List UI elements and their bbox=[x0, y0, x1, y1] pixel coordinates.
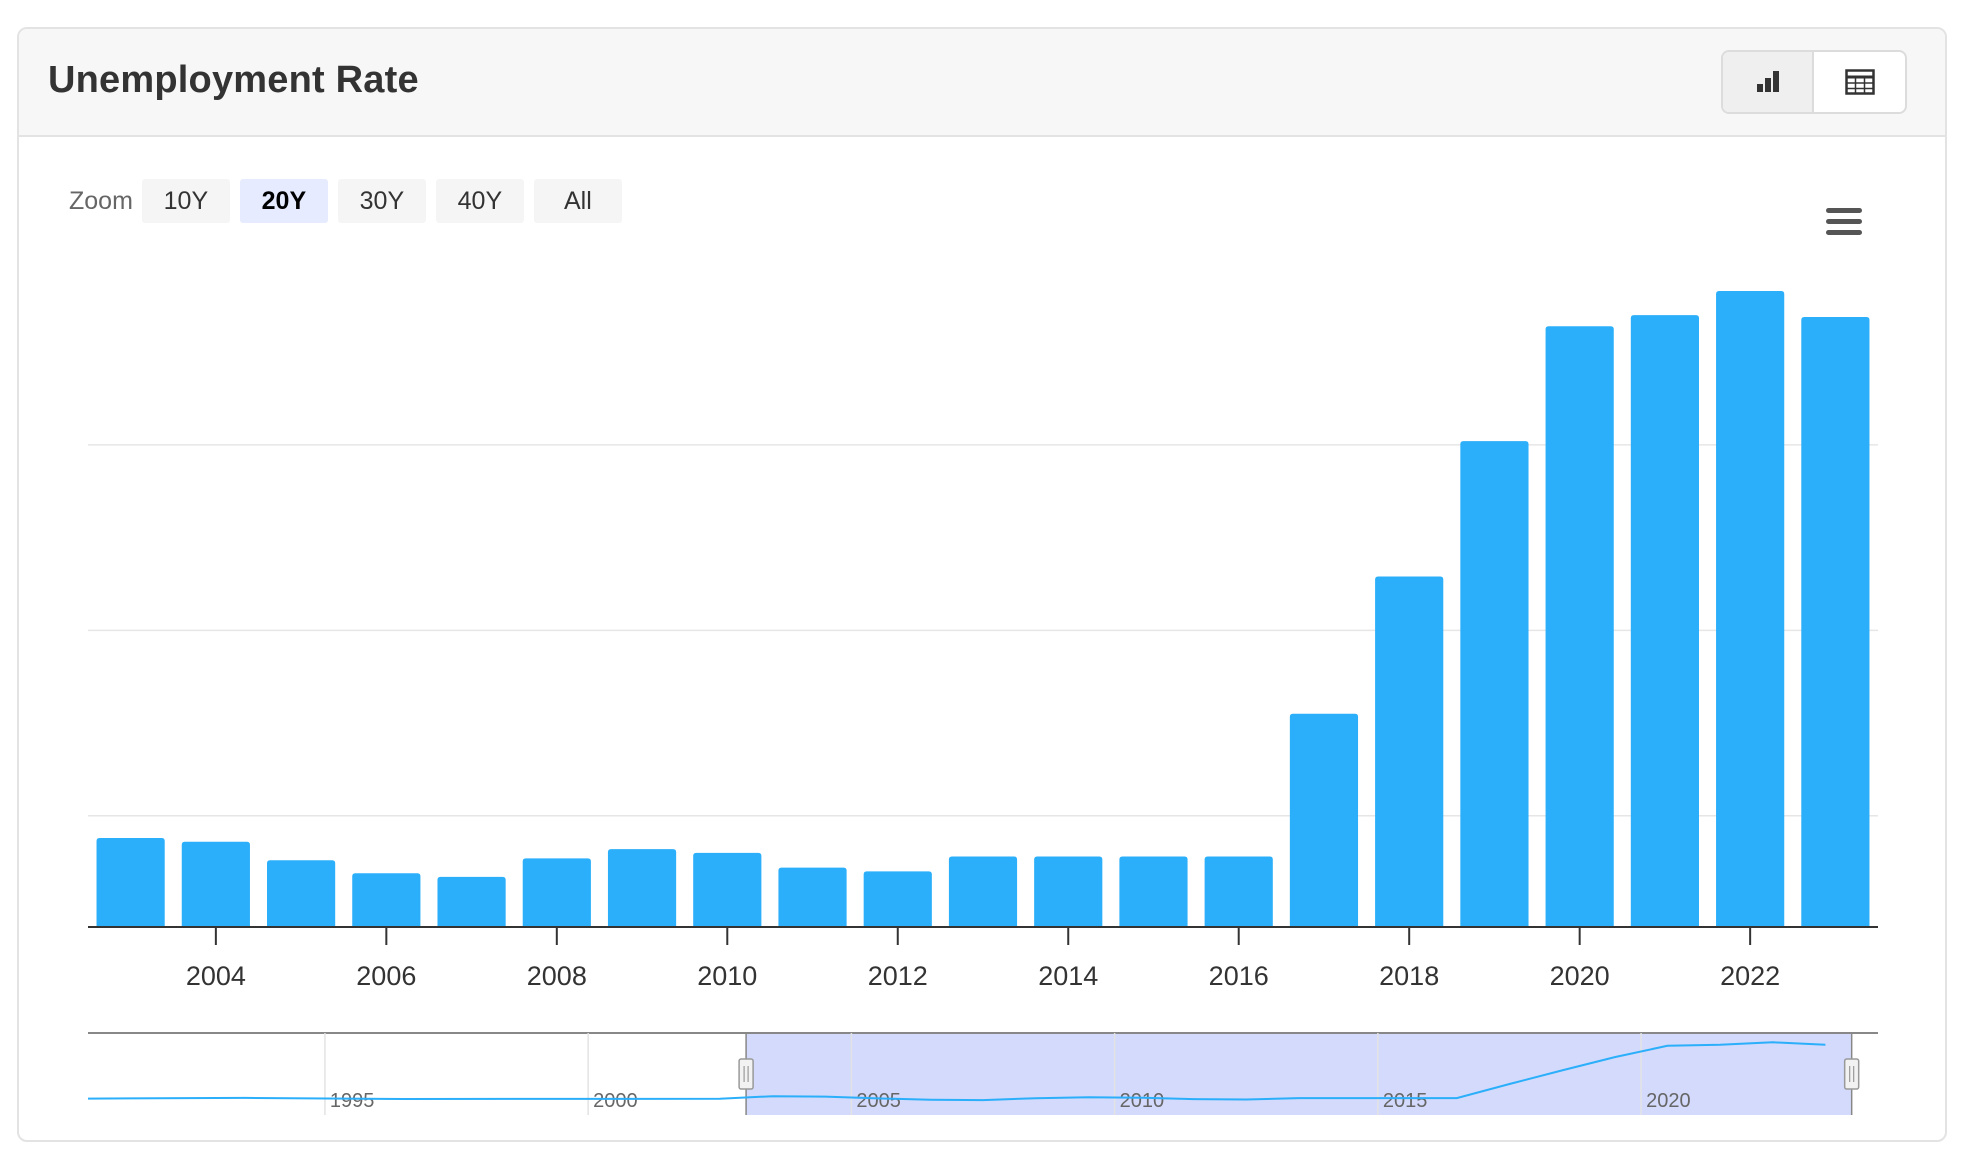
zoom-20y-button[interactable]: 20Y bbox=[239, 179, 328, 223]
bar-2009[interactable] bbox=[607, 849, 677, 927]
bar-2008[interactable] bbox=[522, 858, 591, 927]
navigator-right-handle[interactable] bbox=[1843, 1058, 1860, 1090]
x-axis: 2004 2006 2008 2010 2012 2014 2016 2018 2020 2022 bbox=[88, 926, 1878, 991]
zoom-controls: Zoom 10Y 20Y 30Y 40Y All bbox=[69, 178, 632, 224]
x-tick-label-2012: 2012 bbox=[868, 961, 928, 991]
bar-2014[interactable] bbox=[1034, 856, 1103, 927]
x-tick-label-2008: 2008 bbox=[527, 961, 587, 991]
chart-view-button[interactable] bbox=[1723, 52, 1814, 112]
bar-2019[interactable] bbox=[1460, 441, 1529, 927]
bar-2007[interactable] bbox=[437, 876, 506, 927]
x-tick-label-2010: 2010 bbox=[697, 961, 757, 991]
bar-2004[interactable] bbox=[181, 841, 250, 927]
bar-2016[interactable] bbox=[1204, 856, 1273, 927]
navigator-left-handle[interactable] bbox=[738, 1058, 754, 1090]
bar-2010[interactable] bbox=[693, 852, 762, 927]
bar-2006[interactable] bbox=[352, 873, 421, 927]
x-tick-label-2014: 2014 bbox=[1038, 961, 1098, 991]
navigator-label-2010: 2010 bbox=[1120, 1090, 1165, 1112]
navigator: 1995 2000 2005 2010 2015 2020 bbox=[87, 1032, 1878, 1115]
bar-2003[interactable] bbox=[96, 837, 165, 927]
bar-2015[interactable] bbox=[1119, 856, 1188, 927]
bar-2021[interactable] bbox=[1630, 315, 1699, 928]
table-icon bbox=[1844, 69, 1875, 95]
bar-2011[interactable] bbox=[778, 867, 847, 927]
bar-2013[interactable] bbox=[948, 856, 1018, 927]
bar-2005[interactable] bbox=[267, 860, 336, 927]
view-toggle bbox=[1721, 50, 1907, 114]
bar-chart-icon bbox=[1756, 71, 1779, 92]
navigator-label-2000: 2000 bbox=[593, 1090, 638, 1112]
navigator-label-2020: 2020 bbox=[1646, 1090, 1691, 1112]
bar-2012[interactable] bbox=[863, 871, 932, 927]
bar-2020[interactable] bbox=[1545, 326, 1614, 927]
navigator-label-1995: 1995 bbox=[330, 1090, 375, 1112]
x-tick-label-2016: 2016 bbox=[1209, 961, 1269, 991]
zoom-all-button[interactable]: All bbox=[533, 179, 622, 223]
bar-2022[interactable] bbox=[1716, 290, 1785, 928]
zoom-30y-button[interactable]: 30Y bbox=[337, 179, 426, 223]
table-view-button[interactable] bbox=[1814, 52, 1905, 112]
x-tick-label-2018: 2018 bbox=[1379, 961, 1439, 991]
navigator-series-line bbox=[87, 1041, 1826, 1102]
navigator-label-2005: 2005 bbox=[856, 1090, 901, 1112]
x-tick-label-2004: 2004 bbox=[186, 961, 246, 991]
x-tick-label-2006: 2006 bbox=[356, 961, 416, 991]
x-tick-label-2022: 2022 bbox=[1720, 961, 1780, 991]
bar-2018[interactable] bbox=[1375, 576, 1444, 927]
zoom-40y-button[interactable]: 40Y bbox=[435, 179, 524, 223]
bar-2017[interactable] bbox=[1289, 713, 1359, 927]
hamburger-menu-icon bbox=[1826, 208, 1862, 235]
bar-2023[interactable] bbox=[1801, 316, 1870, 927]
navigator-label-2015: 2015 bbox=[1383, 1090, 1428, 1112]
page-title: Unemployment Rate bbox=[48, 59, 419, 101]
card-header: Unemployment Rate bbox=[19, 29, 1945, 137]
chart-menu-button[interactable] bbox=[1826, 208, 1862, 238]
zoom-label: Zoom bbox=[69, 186, 133, 215]
x-tick-label-2020: 2020 bbox=[1550, 961, 1610, 991]
zoom-10y-button[interactable]: 10Y bbox=[141, 179, 230, 223]
bars bbox=[96, 290, 1870, 928]
